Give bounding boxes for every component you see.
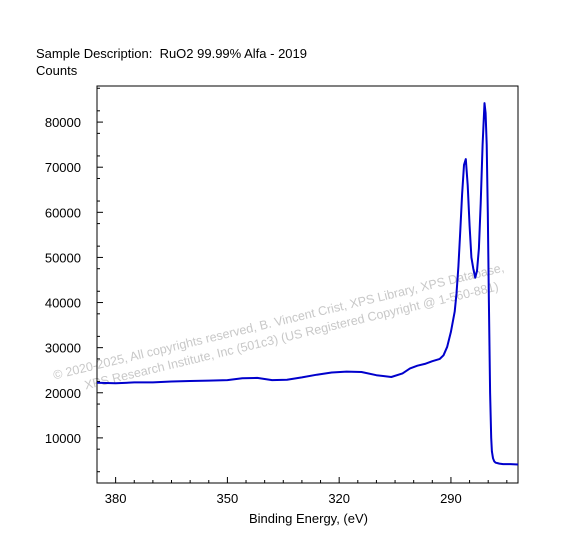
- x-tick-label: 380: [105, 491, 127, 506]
- spectrum-line: [96, 102, 519, 466]
- x-tick-label: 350: [217, 491, 239, 506]
- x-axis-title: Binding Energy, (eV): [249, 511, 368, 526]
- y-tick-label: 70000: [45, 160, 81, 175]
- y-tick-label: 30000: [45, 341, 81, 356]
- y-tick-label: 80000: [45, 115, 81, 130]
- y-axis-title: Counts: [36, 63, 78, 78]
- y-tick-label: 50000: [45, 250, 81, 265]
- plot-frame: [96, 85, 519, 484]
- watermark-line-1: © 2020-2025, All copyrights reserved, B.…: [52, 261, 506, 383]
- y-tick-label: 10000: [45, 431, 81, 446]
- y-tick-label: 60000: [45, 205, 81, 220]
- x-tick-label: 290: [440, 491, 462, 506]
- x-axis: 380 350 320 290: [96, 477, 508, 506]
- y-tick-label: 20000: [45, 386, 81, 401]
- sample-description-value: RuO2 99.99% Alfa - 2019: [159, 46, 307, 61]
- y-tick-label: 40000: [45, 296, 81, 311]
- series-group: [96, 102, 519, 466]
- copyright-watermark: © 2020-2025, All copyrights reserved, B.…: [52, 261, 506, 393]
- y-axis: 10000 20000 30000 40000 50000 60000 70000 80000: [45, 87, 103, 473]
- sample-description: Sample Description: RuO2 99.99% Alfa - 2…: [36, 46, 307, 61]
- sample-description-label: Sample Description:: [36, 46, 153, 61]
- watermark-line-2: XPS Research Institute, Inc (501c3) (US …: [83, 279, 500, 392]
- x-tick-label: 320: [328, 491, 350, 506]
